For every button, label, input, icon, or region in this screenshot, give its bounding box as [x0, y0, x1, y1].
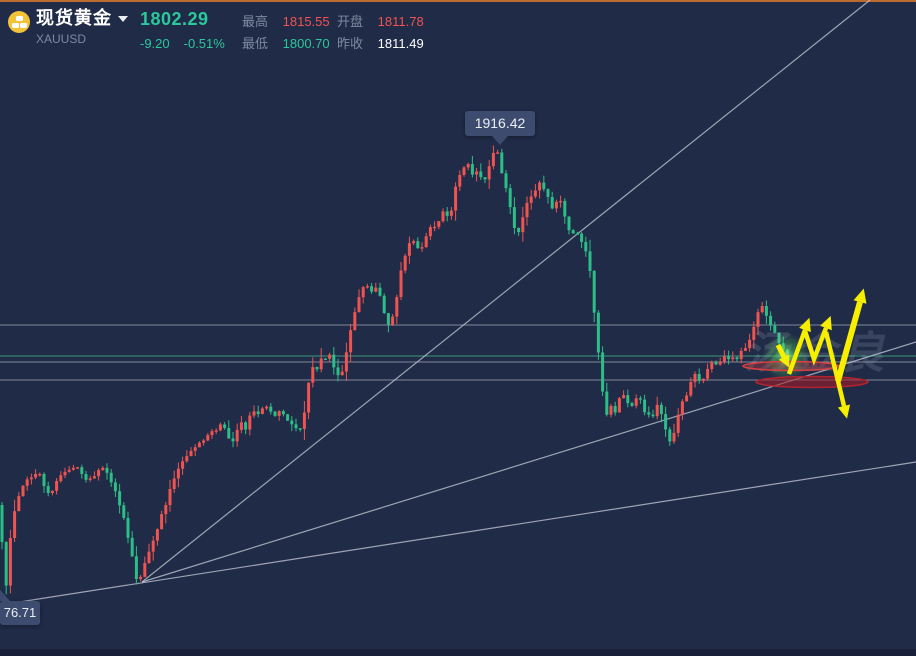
- low-price-value: 76.71: [3, 605, 37, 620]
- low-value: 1800.70: [282, 36, 330, 51]
- chevron-down-icon: [118, 16, 128, 22]
- low-price-tooltip: 76.71: [0, 590, 40, 625]
- open-value: 1811.78: [377, 14, 424, 29]
- top-accent-line: [0, 0, 916, 2]
- low-label: 最低: [242, 36, 269, 51]
- tooltip-pointer-up: [0, 590, 10, 601]
- last-price: 1802.29: [140, 9, 209, 29]
- open-label: 开盘: [337, 14, 364, 29]
- high-value: 1815.55: [282, 14, 330, 29]
- prev-close-value: 1811.49: [377, 36, 424, 51]
- bottom-strip: [0, 649, 916, 656]
- instrument-name: 现货黄金: [36, 8, 112, 28]
- stats-col-2: 开盘 1811.78 昨收 1811.49: [337, 11, 436, 55]
- peak-price-tooltip: 1916.42: [465, 111, 535, 145]
- high-label: 最高: [242, 14, 269, 29]
- price-block: 1802.29 -9.20 -0.51%: [140, 9, 239, 51]
- quote-header: 现货黄金 XAUUSD 1802.29 -9.20 -0.51% 最高 1815.…: [0, 2, 916, 56]
- price-change: -9.20: [140, 36, 170, 51]
- tooltip-pointer-down: [492, 136, 508, 145]
- instrument-symbol: XAUUSD: [36, 32, 87, 46]
- stats-col-1: 最高 1815.55 最低 1800.70: [242, 11, 341, 55]
- peak-price-value: 1916.42: [474, 115, 526, 131]
- instrument-selector[interactable]: 现货黄金 XAUUSD: [8, 8, 128, 46]
- gold-bars-icon: [8, 11, 30, 33]
- price-change-pct: -0.51%: [183, 36, 225, 51]
- prev-close-label: 昨收: [337, 36, 364, 51]
